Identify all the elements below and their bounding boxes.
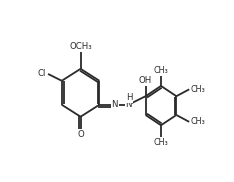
Text: OCH₃: OCH₃ bbox=[69, 42, 92, 51]
Text: H: H bbox=[126, 93, 133, 102]
Text: CH₃: CH₃ bbox=[191, 117, 206, 126]
Text: CH₃: CH₃ bbox=[154, 66, 168, 75]
Text: CH₃: CH₃ bbox=[154, 138, 168, 147]
Text: N: N bbox=[125, 100, 132, 109]
Text: OH: OH bbox=[139, 76, 152, 85]
Text: Cl: Cl bbox=[38, 70, 46, 78]
Text: N: N bbox=[112, 100, 118, 109]
Text: O: O bbox=[77, 130, 84, 139]
Text: CH₃: CH₃ bbox=[191, 85, 206, 94]
